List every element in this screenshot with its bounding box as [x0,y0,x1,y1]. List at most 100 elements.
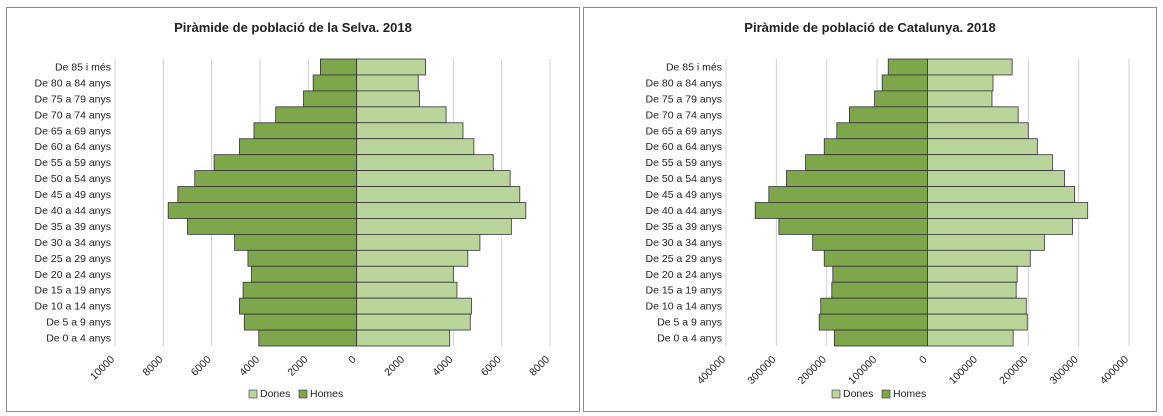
category-label: De 75 a 79 anys [35,93,111,105]
x-tick-label: 200000 [796,354,829,387]
category-label: De 65 a 69 anys [646,125,722,137]
bar-dones [356,138,475,156]
bar-homes [820,297,928,315]
bar-homes [874,90,928,108]
bar-dones [927,281,1017,299]
category-labels: De 85 i més De 80 a 84 anys De 75 a 79 any… [35,61,111,344]
category-label: De 10 a 14 anys [646,301,722,313]
category-label: De 50 a 54 anys [646,173,722,185]
bar-dones [356,281,458,299]
bar-dones [927,218,1073,235]
category-label: De 20 a 24 anys [35,269,111,281]
x-tick-labels: 400000 300000 200000 100000 0 100000 200000 300… [695,354,1131,387]
chart-svg-selva: Piràmide de població de la Selva. 2018 D… [35,20,553,400]
category-label: De 50 a 54 anys [35,173,111,185]
bar-homes [833,329,928,347]
bar-dones [927,329,1014,347]
category-label: De 65 a 69 anys [35,125,111,137]
bar-homes [234,233,358,251]
bar-homes [275,106,358,124]
bar-homes [754,202,928,219]
bar-dones [356,329,451,347]
x-tick-label: 300000 [745,354,778,387]
bar-homes [832,265,928,283]
x-tick-label: 2000 [285,354,310,379]
bar-homes [818,313,928,331]
bar-dones [927,202,1089,219]
category-label: De 30 a 34 anys [646,237,722,249]
bar-homes [251,265,358,283]
legend-label-dones: Dones [843,388,873,400]
legend: Dones Homes [248,388,343,400]
category-label: De 25 a 29 anys [35,253,111,265]
x-tick-label: 200000 [997,354,1030,387]
category-label: De 55 a 59 anys [646,157,722,169]
chart-svg-catalunya: Piràmide de població de Catalunya. 2018 … [646,20,1132,400]
bar-dones [927,233,1045,251]
bar-homes [805,154,928,172]
bar-dones [927,186,1075,203]
legend-label-homes: Homes [893,388,926,400]
bar-homes [849,106,928,124]
category-label: De 35 a 39 anys [646,221,722,233]
bar-homes [177,186,358,203]
category-label: De 35 a 39 anys [35,221,111,233]
category-label: De 75 a 79 anys [646,93,722,105]
bar-dones [356,58,426,76]
bar-dones [356,74,419,92]
x-tick-label: 4000 [430,354,455,379]
bar-dones [356,297,472,315]
bar-dones [927,106,1019,124]
category-label: De 45 a 49 anys [646,189,722,201]
bar-homes [242,281,358,299]
x-tick-label: 100000 [947,354,980,387]
bar-homes [831,281,928,299]
legend-swatch-dones [248,389,258,399]
bar-homes [887,58,928,76]
bar-homes [812,233,928,251]
bars [167,58,527,347]
bar-homes [247,249,358,267]
category-label: De 25 a 29 anys [646,253,722,265]
x-tick-label: 0 [346,354,359,367]
bar-dones [356,202,527,219]
bar-homes [258,329,358,347]
bar-homes [194,170,358,187]
bar-homes [786,170,928,187]
x-tick-label: 6000 [479,354,504,379]
legend-label-dones: Dones [260,388,290,400]
x-tick-label: 8000 [527,354,552,379]
bar-homes [213,154,358,172]
bar-dones [927,313,1028,331]
category-label: De 40 a 44 anys [35,205,111,217]
chart-title: Piràmide de població de Catalunya. 2018 [744,20,995,35]
bar-homes [320,58,358,76]
category-label: De 55 a 59 anys [35,157,111,169]
category-label: De 60 a 64 anys [646,141,722,153]
bar-dones [927,138,1038,156]
x-tick-label: 400000 [1098,354,1131,387]
bar-homes [881,74,928,92]
legend-swatch-homes [881,389,891,399]
bar-dones [927,170,1065,187]
bar-dones [356,122,464,140]
category-label: De 15 a 19 anys [646,285,722,297]
category-label: De 70 a 74 anys [646,109,722,121]
x-tick-label: 0 [917,354,930,367]
category-label: De 10 a 14 anys [35,301,111,313]
category-label: De 15 a 19 anys [35,285,111,297]
bar-homes [239,138,358,156]
legend-swatch-dones [831,389,841,399]
category-label: De 80 a 84 anys [35,77,111,89]
bar-dones [356,106,447,124]
bar-dones [927,265,1018,283]
bar-homes [167,202,358,219]
legend: Dones Homes [831,388,926,400]
bar-dones [927,249,1031,267]
x-tick-label: 400000 [695,354,728,387]
bar-homes [778,218,928,235]
category-labels: De 85 i més De 80 a 84 anys De 75 a 79 any… [646,61,722,344]
x-tick-label: 6000 [189,354,214,379]
x-tick-label: 8000 [140,354,165,379]
category-label: De 30 a 34 anys [35,237,111,249]
